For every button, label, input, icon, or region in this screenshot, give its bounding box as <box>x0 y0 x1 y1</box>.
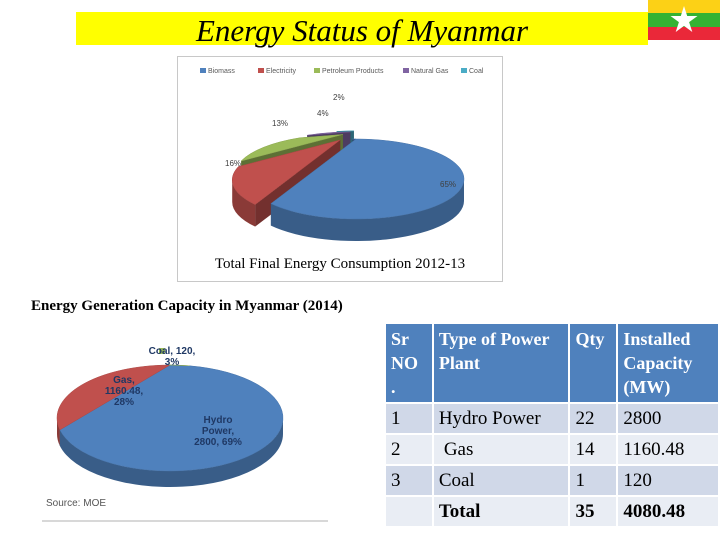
pie-slice-coal <box>336 130 354 132</box>
table-cell: 2800 <box>616 402 720 435</box>
table-cell <box>384 495 434 528</box>
pie-slice-electricity <box>232 139 341 205</box>
title-banner: Energy Status of Myanmar <box>76 12 648 48</box>
header-text: Qty <box>575 329 605 349</box>
table-cell: 1 <box>384 402 434 435</box>
consumption-pie: Biomass Electricity Petroleum Products Natu… <box>200 68 484 241</box>
myanmar-flag <box>648 0 720 40</box>
legend: Biomass Electricity Petroleum Products Natu… <box>200 68 484 75</box>
data-label-biomass: 65% <box>440 180 456 189</box>
header-text: (MW) <box>623 377 671 397</box>
source-label: Source: MOE <box>46 498 107 509</box>
generation-title: Energy Generation Capacity in Myanmar (2… <box>31 298 343 314</box>
legend-swatch-petroleum-products <box>314 68 320 73</box>
generation-pie: Hydro Power, 2800, 69% Gas, 1160.48, 28%Coal,… <box>56 346 284 487</box>
legend-label-natural-gas: Natural Gas <box>411 68 449 75</box>
header-text: Type of Power <box>438 329 550 349</box>
pie-side-electricity <box>232 179 256 227</box>
capacity-table: Sr NO. Type of Power Plant Qty Installed Capac… <box>384 322 720 528</box>
table-cell: 4080.48 <box>616 495 720 528</box>
pie-side-biomass <box>270 179 464 241</box>
table-row: 1 Hydro Power 22 2800 <box>384 402 720 435</box>
table-cell: 3 <box>384 464 434 497</box>
header-text: . <box>391 377 396 397</box>
header-text: Sr <box>391 329 409 349</box>
pie-slice-biomass <box>270 138 465 220</box>
table-row: 3 Coal 1 120 <box>384 464 720 497</box>
consumption-caption: Total Final Energy Consumption 2012-13 <box>214 256 466 272</box>
table-cell: Gas <box>431 433 571 466</box>
data-label-coal: 2% <box>333 93 345 102</box>
chart-baseline <box>42 520 328 522</box>
header-text: Capacity <box>623 353 693 373</box>
data-label-petroleum-products: 13% <box>272 119 288 128</box>
legend-label-biomass: Biomass <box>208 68 235 75</box>
legend-swatch-electricity <box>258 68 264 73</box>
table-header-row: Sr NO. Type of Power Plant Qty Installed Capac… <box>384 322 720 404</box>
legend-swatch-natural-gas <box>403 68 409 73</box>
table-cell: 1160.48 <box>616 433 720 466</box>
legend-swatch-biomass <box>200 68 206 73</box>
page-title: Energy Status of Myanmar <box>195 13 529 48</box>
pie-slice-gas <box>56 364 171 431</box>
pie-side-hydro-power <box>59 418 283 487</box>
pie-slice-hydro-power <box>59 364 284 472</box>
consumption-chart: Biomass Electricity Petroleum Products Natu… <box>177 56 503 282</box>
table-cell: 120 <box>616 464 720 497</box>
data-label-coal: Coal, 120, 3% <box>149 346 196 368</box>
table-header-cell: Type of Power Plant <box>431 322 571 404</box>
pie-slice-petroleum-products <box>240 134 343 162</box>
data-label-hydro-power: Hydro Power, 2800, 69% <box>194 415 242 448</box>
data-label-gas: Gas, 1160.48, 28% <box>105 375 144 408</box>
data-label-natural-gas: 4% <box>317 109 329 118</box>
pie-slice-coal <box>168 364 190 367</box>
legend-label-electricity: Electricity <box>266 68 296 75</box>
legend-swatch-coal <box>461 68 467 73</box>
table-cell: Coal <box>431 464 571 497</box>
pie-slice-natural-gas <box>307 131 351 136</box>
table-row: Total 35 4080.48 <box>384 495 720 528</box>
table-cell: Hydro Power <box>431 402 571 435</box>
header-text: Installed <box>623 329 691 349</box>
table-cell: 22 <box>568 402 619 435</box>
table-header-cell: Qty <box>568 322 619 404</box>
table-cell: 1 <box>568 464 619 497</box>
generation-chart: Hydro Power, 2800, 69% Gas, 1160.48, 28% Coal,… <box>42 328 328 522</box>
table-header-cell: Installed Capacity (MW) <box>616 322 720 404</box>
table-header-cell: Sr NO. <box>384 322 434 404</box>
star-icon <box>670 6 698 32</box>
legend-label-petroleum-products: Petroleum Products <box>322 68 384 75</box>
header-text: NO <box>391 353 418 373</box>
table-cell: 2 <box>384 433 434 466</box>
table-cell: 35 <box>568 495 619 528</box>
coal-label-swatch <box>159 348 165 354</box>
legend-label-coal: Coal <box>469 68 484 75</box>
header-text: Plant <box>438 353 480 373</box>
table-cell: Total <box>431 495 571 528</box>
table-cell: 14 <box>568 433 619 466</box>
data-label-electricity: 16% <box>225 159 241 168</box>
table-row: 2 Gas 14 1160.48 <box>384 433 720 466</box>
